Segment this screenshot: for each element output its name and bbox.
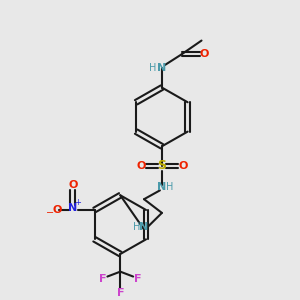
Text: O: O [178,161,188,171]
Text: O: O [52,205,62,215]
Text: N: N [140,222,149,232]
Text: +: + [74,198,81,207]
Text: S: S [158,159,166,172]
Text: −: − [46,208,54,218]
Text: O: O [68,179,77,190]
Text: N: N [157,182,167,192]
Text: F: F [99,274,106,284]
Text: F: F [116,288,124,298]
Text: F: F [134,274,142,284]
Text: H: H [133,222,140,232]
Text: H: H [148,63,156,73]
Text: H: H [166,182,173,192]
Text: N: N [157,63,167,73]
Text: O: O [200,49,209,59]
Text: O: O [136,161,146,171]
Text: N: N [68,203,77,213]
